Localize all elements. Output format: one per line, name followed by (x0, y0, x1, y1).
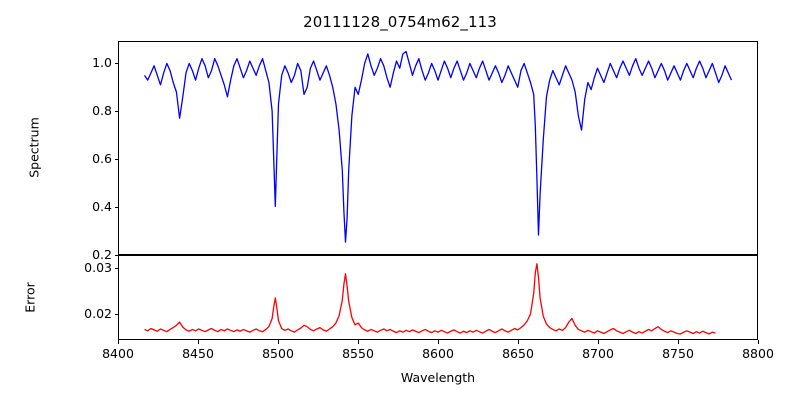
spectrum-axis-label: Spectrum (26, 117, 42, 178)
ytick-label-spectrum: 0.4 (92, 198, 112, 214)
ytick-mark-spectrum (114, 206, 118, 208)
xtick-label: 8650 (502, 346, 534, 361)
ytick-mark-spectrum (114, 110, 118, 112)
xtick-label: 8450 (182, 346, 214, 361)
ytick-label-spectrum: 0.8 (92, 102, 112, 118)
xtick-label: 8550 (342, 346, 374, 361)
error-line (119, 256, 757, 339)
ytick-mark-spectrum (114, 62, 118, 64)
xtick-mark (198, 340, 199, 344)
xtick-label: 8700 (582, 346, 614, 361)
xtick-mark (518, 340, 519, 344)
error-axes (118, 255, 758, 340)
xtick-mark (438, 340, 439, 344)
xtick-label: 8750 (662, 346, 694, 361)
ytick-label-error: 0.03 (84, 259, 112, 275)
spectrum-axes (118, 41, 758, 255)
ytick-mark-spectrum (114, 255, 118, 256)
ytick-label-spectrum: 1.0 (92, 54, 112, 70)
ytick-label-spectrum: 0.6 (92, 150, 112, 166)
xtick-mark (118, 340, 119, 344)
ytick-mark-error (114, 267, 118, 269)
xtick-mark (758, 340, 759, 344)
ytick-label-error: 0.02 (84, 306, 112, 322)
xtick-label: 8800 (742, 346, 774, 361)
xtick-label: 8400 (102, 346, 134, 361)
ytick-mark-error (114, 314, 118, 316)
spectrum-line (119, 42, 757, 254)
xtick-label: 8500 (262, 346, 294, 361)
ytick-mark-spectrum (114, 158, 118, 160)
xtick-mark (358, 340, 359, 344)
xtick-mark (598, 340, 599, 344)
xtick-label: 8600 (422, 346, 454, 361)
wavelength-axis-label: Wavelength (400, 370, 476, 385)
figure-title: 20111128_0754m62_113 (303, 13, 497, 31)
error-axis-label: Error (22, 281, 38, 313)
ytick-label-spectrum: 0.2 (92, 247, 112, 262)
xtick-mark (278, 340, 279, 344)
xtick-mark (678, 340, 679, 344)
